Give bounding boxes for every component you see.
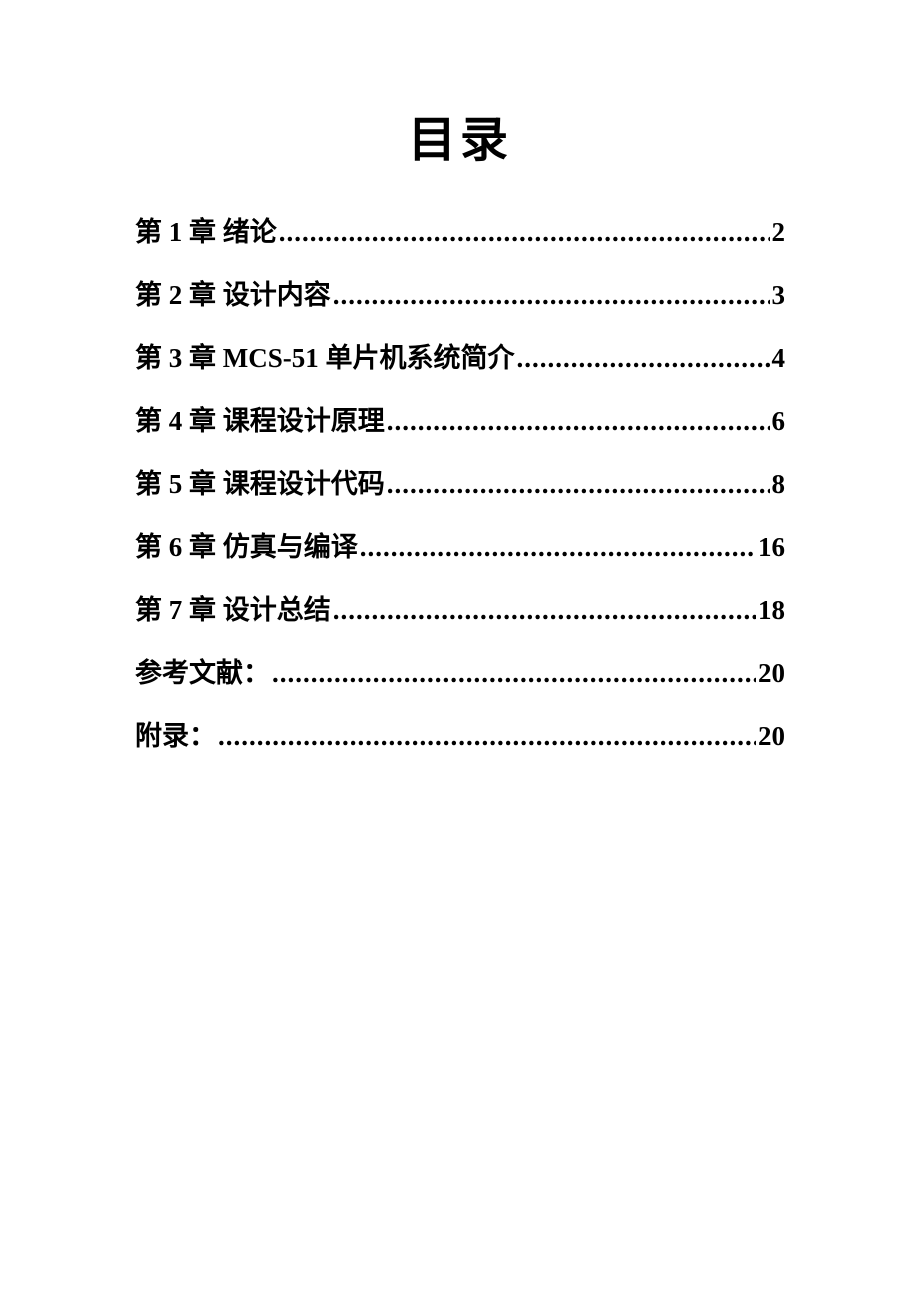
toc-entry-label: 第 1 章 绪论 (135, 210, 277, 249)
toc-entry-label: 参考文献： (135, 651, 270, 690)
toc-entry: 第 2 章 设计内容 3 (135, 273, 785, 312)
toc-entry: 第 6 章 仿真与编译 16 (135, 525, 785, 564)
toc-entry: 附录： 20 (135, 714, 785, 753)
toc-entry-dots (387, 469, 770, 500)
toc-entry-dots (360, 532, 756, 563)
toc-entry-page: 2 (772, 217, 786, 248)
toc-entry-dots (272, 658, 756, 689)
toc-entry-dots (333, 280, 770, 311)
toc-list: 第 1 章 绪论 2 第 2 章 设计内容 3 第 3 章 MCS-51 单片机… (135, 210, 785, 753)
toc-entry-page: 8 (772, 469, 786, 500)
toc-entry-label: 第 6 章 仿真与编译 (135, 525, 358, 564)
toc-entry-dots (279, 217, 770, 248)
toc-entry-page: 18 (758, 595, 785, 626)
toc-entry-page: 16 (758, 532, 785, 563)
toc-entry-page: 3 (772, 280, 786, 311)
toc-entry: 第 1 章 绪论 2 (135, 210, 785, 249)
toc-entry-page: 4 (772, 343, 786, 374)
toc-entry-label: 附录： (135, 714, 216, 753)
toc-entry-dots (387, 406, 770, 437)
toc-entry-page: 20 (758, 721, 785, 752)
toc-entry: 第 3 章 MCS-51 单片机系统简介 4 (135, 336, 785, 375)
toc-entry-label: 第 5 章 课程设计代码 (135, 462, 385, 501)
toc-entry-dots (517, 343, 770, 374)
toc-title: 目录 (135, 100, 785, 170)
toc-entry: 参考文献： 20 (135, 651, 785, 690)
toc-entry: 第 5 章 课程设计代码 8 (135, 462, 785, 501)
toc-entry-dots (333, 595, 756, 626)
toc-entry-label: 第 3 章 MCS-51 单片机系统简介 (135, 336, 515, 375)
toc-entry: 第 4 章 课程设计原理 6 (135, 399, 785, 438)
toc-entry-page: 6 (772, 406, 786, 437)
toc-entry-dots (218, 721, 756, 752)
toc-entry-label: 第 2 章 设计内容 (135, 273, 331, 312)
toc-entry-label: 第 4 章 课程设计原理 (135, 399, 385, 438)
toc-entry: 第 7 章 设计总结 18 (135, 588, 785, 627)
toc-entry-label: 第 7 章 设计总结 (135, 588, 331, 627)
toc-entry-page: 20 (758, 658, 785, 689)
